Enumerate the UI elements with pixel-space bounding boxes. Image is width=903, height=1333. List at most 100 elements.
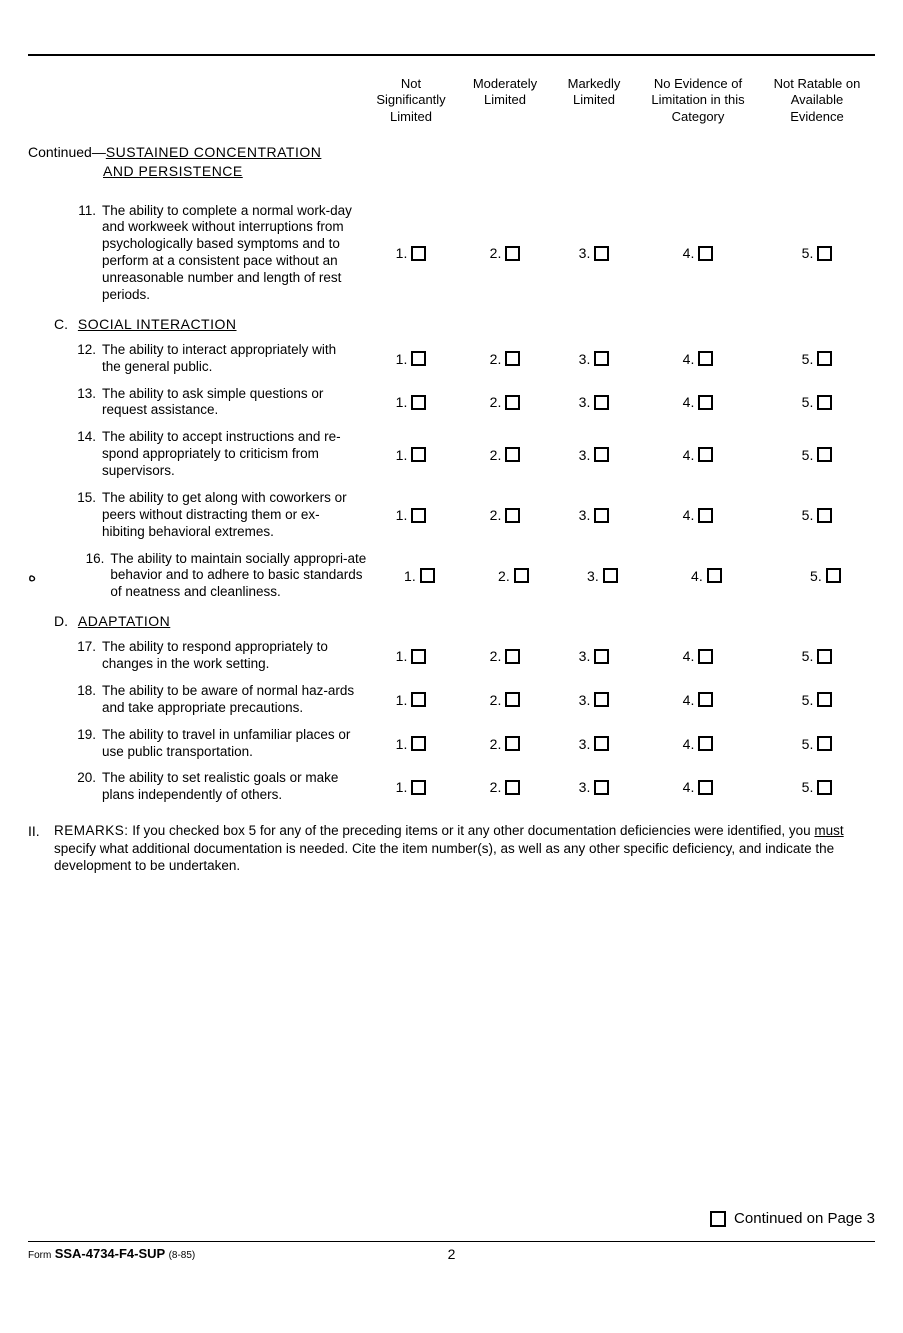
check-label: 1. [396, 736, 408, 752]
checkbox-20-3[interactable] [594, 780, 609, 795]
item-row-13: 13.The ability to ask simple questions o… [28, 386, 875, 420]
item-row-19: 19.The ability to travel in unfamiliar p… [28, 727, 875, 761]
checkbox-18-3[interactable] [594, 692, 609, 707]
checkbox-15-4[interactable] [698, 508, 713, 523]
check-label: 3. [579, 394, 591, 410]
checkbox-18-2[interactable] [505, 692, 520, 707]
checkbox-19-5[interactable] [817, 736, 832, 751]
checkbox-15-3[interactable] [594, 508, 609, 523]
checkbox-14-2[interactable] [505, 447, 520, 462]
checkbox-17-3[interactable] [594, 649, 609, 664]
item-num-13: 13. [74, 386, 102, 420]
continued-checkbox[interactable] [710, 1211, 726, 1227]
check-label: 4. [683, 394, 695, 410]
checkbox-18-5[interactable] [817, 692, 832, 707]
checkbox-17-2[interactable] [505, 649, 520, 664]
checkbox-11-3[interactable] [594, 246, 609, 261]
item-num-17: 17. [74, 639, 102, 673]
checkbox-18-1[interactable] [411, 692, 426, 707]
checkbox-20-4[interactable] [698, 780, 713, 795]
remarks-body2: specify what additional documentation is… [54, 841, 834, 874]
item-text-19: The ability to travel in unfamiliar plac… [102, 727, 364, 761]
item-text-15: The ability to get along with coworkers … [102, 490, 364, 541]
check-label: 1. [396, 351, 408, 367]
check-label: 1. [404, 568, 416, 584]
checkbox-20-1[interactable] [411, 780, 426, 795]
checkbox-19-3[interactable] [594, 736, 609, 751]
checkbox-11-4[interactable] [698, 246, 713, 261]
checkbox-12-4[interactable] [698, 351, 713, 366]
checkbox-14-1[interactable] [411, 447, 426, 462]
section-c-letter: C. [54, 316, 74, 332]
checkbox-15-5[interactable] [817, 508, 832, 523]
page-number: 2 [448, 1246, 456, 1262]
check-label: 2. [490, 507, 502, 523]
checkbox-13-2[interactable] [505, 395, 520, 410]
checkbox-19-2[interactable] [505, 736, 520, 751]
item-text-17: The ability to respond appropriately to … [102, 639, 364, 673]
continued-label: Continued on Page 3 [734, 1210, 875, 1227]
checkbox-11-5[interactable] [817, 246, 832, 261]
checkbox-19-4[interactable] [698, 736, 713, 751]
item-row-11: 11. The ability to complete a normal wor… [28, 203, 875, 304]
checkbox-16-5[interactable] [826, 568, 841, 583]
checkbox-20-2[interactable] [505, 780, 520, 795]
checkbox-16-1[interactable] [420, 568, 435, 583]
section-d-title: D. ADAPTATION [28, 613, 875, 629]
checkbox-17-4[interactable] [698, 649, 713, 664]
check-label: 4. [691, 568, 703, 584]
checkbox-17-1[interactable] [411, 649, 426, 664]
continued-prefix: Continued— [28, 144, 106, 160]
item-row-17: 17.The ability to respond appropriately … [28, 639, 875, 673]
checkbox-16-2[interactable] [514, 568, 529, 583]
check-label: 2. [498, 568, 510, 584]
checkbox-12-3[interactable] [594, 351, 609, 366]
checkbox-14-5[interactable] [817, 447, 832, 462]
checkbox-16-3[interactable] [603, 568, 618, 583]
checkbox-11-1[interactable] [411, 246, 426, 261]
checkbox-16-4[interactable] [707, 568, 722, 583]
col-header-2: ModeratelyLimited [458, 76, 552, 125]
item-num-19: 19. [74, 727, 102, 761]
item-text-13: The ability to ask simple questions or r… [102, 386, 364, 420]
item-text-20: The ability to set realistic goals or ma… [102, 770, 364, 804]
checkbox-15-2[interactable] [505, 508, 520, 523]
item-num-15: 15. [74, 490, 102, 541]
remarks-body1: If you checked box 5 for any of the prec… [129, 823, 815, 838]
check-label: 5. [802, 394, 814, 410]
col-header-3: MarkedlyLimited [552, 76, 636, 125]
check-label: 2. [490, 351, 502, 367]
check-label: 3. [579, 648, 591, 664]
check-label: 5. [802, 447, 814, 463]
check-label: 3. [579, 245, 591, 261]
checkbox-14-3[interactable] [594, 447, 609, 462]
item-row-14: 14.The ability to accept instructions an… [28, 429, 875, 480]
checkbox-13-1[interactable] [411, 395, 426, 410]
checkbox-20-5[interactable] [817, 780, 832, 795]
check-label: 5. [802, 779, 814, 795]
checkbox-13-4[interactable] [698, 395, 713, 410]
checkbox-13-5[interactable] [817, 395, 832, 410]
checkbox-19-1[interactable] [411, 736, 426, 751]
check-label: 2. [490, 779, 502, 795]
checkbox-12-1[interactable] [411, 351, 426, 366]
check-label: 2. [490, 447, 502, 463]
checkbox-17-5[interactable] [817, 649, 832, 664]
check-label: 5. [810, 568, 822, 584]
check-label: 1. [396, 245, 408, 261]
check-label: 4. [683, 692, 695, 708]
item-row-16: ه 16.The ability to maintain socially ap… [28, 551, 875, 602]
checkbox-12-2[interactable] [505, 351, 520, 366]
continued-on-page-3: Continued on Page 3 [28, 1210, 875, 1227]
check-label: 1. [396, 447, 408, 463]
item-num-11: 11. [74, 203, 102, 304]
col-header-1: NotSignificantlyLimited [364, 76, 458, 125]
checkbox-18-4[interactable] [698, 692, 713, 707]
checkbox-14-4[interactable] [698, 447, 713, 462]
checkbox-15-1[interactable] [411, 508, 426, 523]
checkbox-11-2[interactable] [505, 246, 520, 261]
checkbox-13-3[interactable] [594, 395, 609, 410]
checkbox-12-5[interactable] [817, 351, 832, 366]
check-label: 1. [396, 779, 408, 795]
item-row-15: 15.The ability to get along with coworke… [28, 490, 875, 541]
